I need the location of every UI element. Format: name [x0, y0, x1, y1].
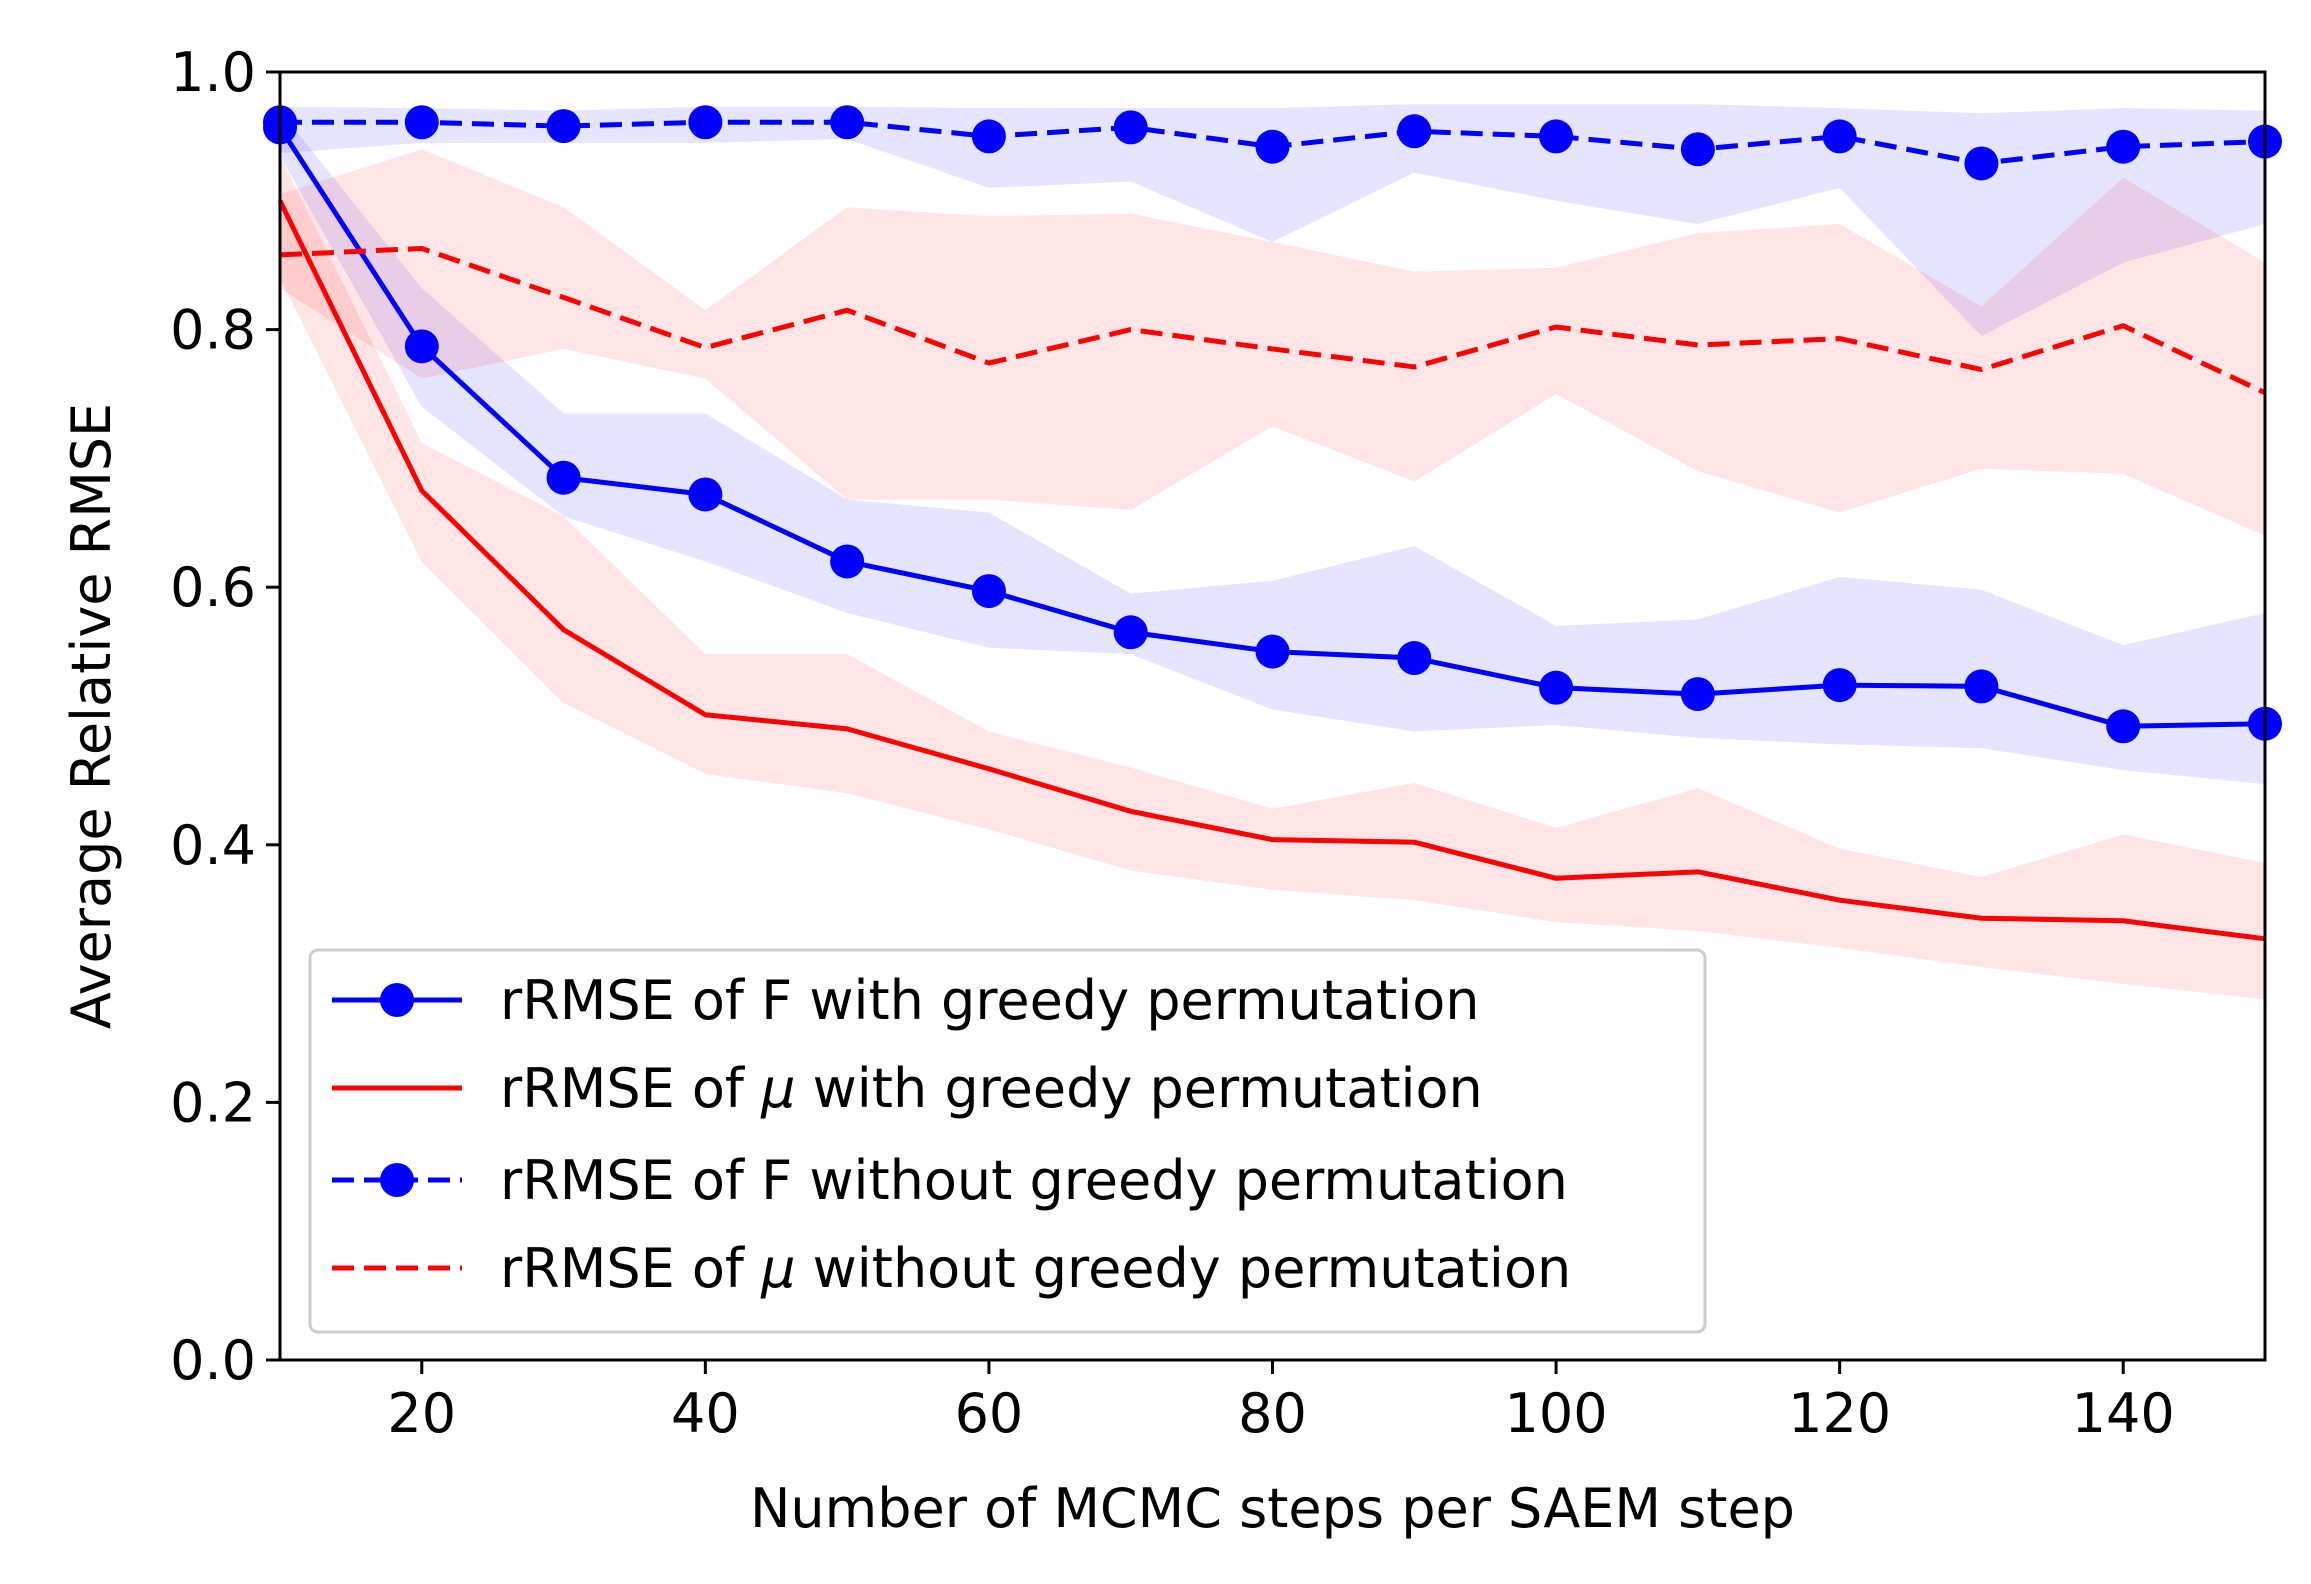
x-axis: 20 40 60 80 100 120 140 [387, 1360, 2175, 1445]
legend-series-3-label: rRMSE of F without greedy permutation [500, 1149, 1568, 1212]
y-tick-label: 0.8 [170, 299, 256, 362]
series-1-point [1680, 677, 1715, 712]
series-1-point [1964, 669, 1999, 704]
series-1-point [546, 460, 581, 495]
series-3-point [2106, 129, 2141, 164]
series-3-point [971, 119, 1006, 154]
series-3-band [280, 104, 2265, 337]
series-3-point [546, 109, 581, 144]
series-1-band [280, 110, 2265, 785]
y-axis-title: Average Relative RMSE [60, 403, 123, 1029]
series-1-point [1822, 668, 1857, 703]
series-3-point [830, 105, 865, 140]
series-1-point [404, 329, 439, 364]
series-3-point [1539, 119, 1574, 154]
y-tick-label: 0.6 [170, 556, 256, 619]
series-3-point [1964, 146, 1999, 181]
x-tick-label: 120 [1788, 1382, 1891, 1445]
series-1-point [1255, 634, 1290, 669]
legend-series-3-marker [380, 1163, 414, 1197]
legend-series-2-label: rRMSE of μ with greedy permutation [500, 1057, 1483, 1120]
series-3-point [404, 105, 439, 140]
legend-series-4-label: rRMSE of μ without greedy permutation [500, 1237, 1571, 1300]
series-3-point [1680, 132, 1715, 167]
y-tick-label: 0.4 [170, 814, 256, 877]
x-tick-label: 60 [955, 1382, 1024, 1445]
series-4-line [279, 245, 2267, 395]
series-1-point [688, 477, 723, 512]
series-1-point [1397, 641, 1432, 676]
series-1-point [1539, 670, 1574, 705]
y-tick-label: 0.0 [170, 1329, 256, 1392]
series-2-band [280, 155, 2265, 1000]
series-1-point [971, 574, 1006, 609]
series-2-line [277, 199, 2266, 942]
x-tick-label: 100 [1505, 1382, 1608, 1445]
series-3-point [1397, 114, 1432, 149]
series-3-point [1255, 129, 1290, 164]
legend-box [308, 948, 1707, 1334]
y-tick-label: 1.0 [170, 41, 256, 104]
series-1-point [830, 544, 865, 579]
x-tick-label: 20 [387, 1382, 456, 1445]
series-3-point [1113, 110, 1148, 145]
series-1-point [1113, 615, 1148, 650]
series-markers [263, 105, 2282, 744]
legend-series-1-label: rRMSE of F with greedy permutation [500, 969, 1479, 1032]
y-tick-label: 0.2 [170, 1071, 256, 1134]
confidence-bands [280, 104, 2265, 1000]
x-tick-label: 40 [671, 1382, 740, 1445]
legend-series-1-marker [380, 983, 414, 1017]
y-axis: 0.0 0.2 0.4 0.6 0.8 1.0 [170, 41, 280, 1392]
x-tick-label: 80 [1238, 1382, 1307, 1445]
series-4-band [280, 149, 2265, 536]
legend: rRMSE of F with greedy permutation rRMSE … [308, 948, 1707, 1334]
series-3-point [688, 105, 723, 140]
series-3-point [1822, 119, 1857, 154]
x-tick-label: 140 [2072, 1382, 2175, 1445]
series-1-point [2106, 709, 2141, 744]
x-axis-title: Number of MCMC steps per SAEM step [750, 1477, 1795, 1540]
